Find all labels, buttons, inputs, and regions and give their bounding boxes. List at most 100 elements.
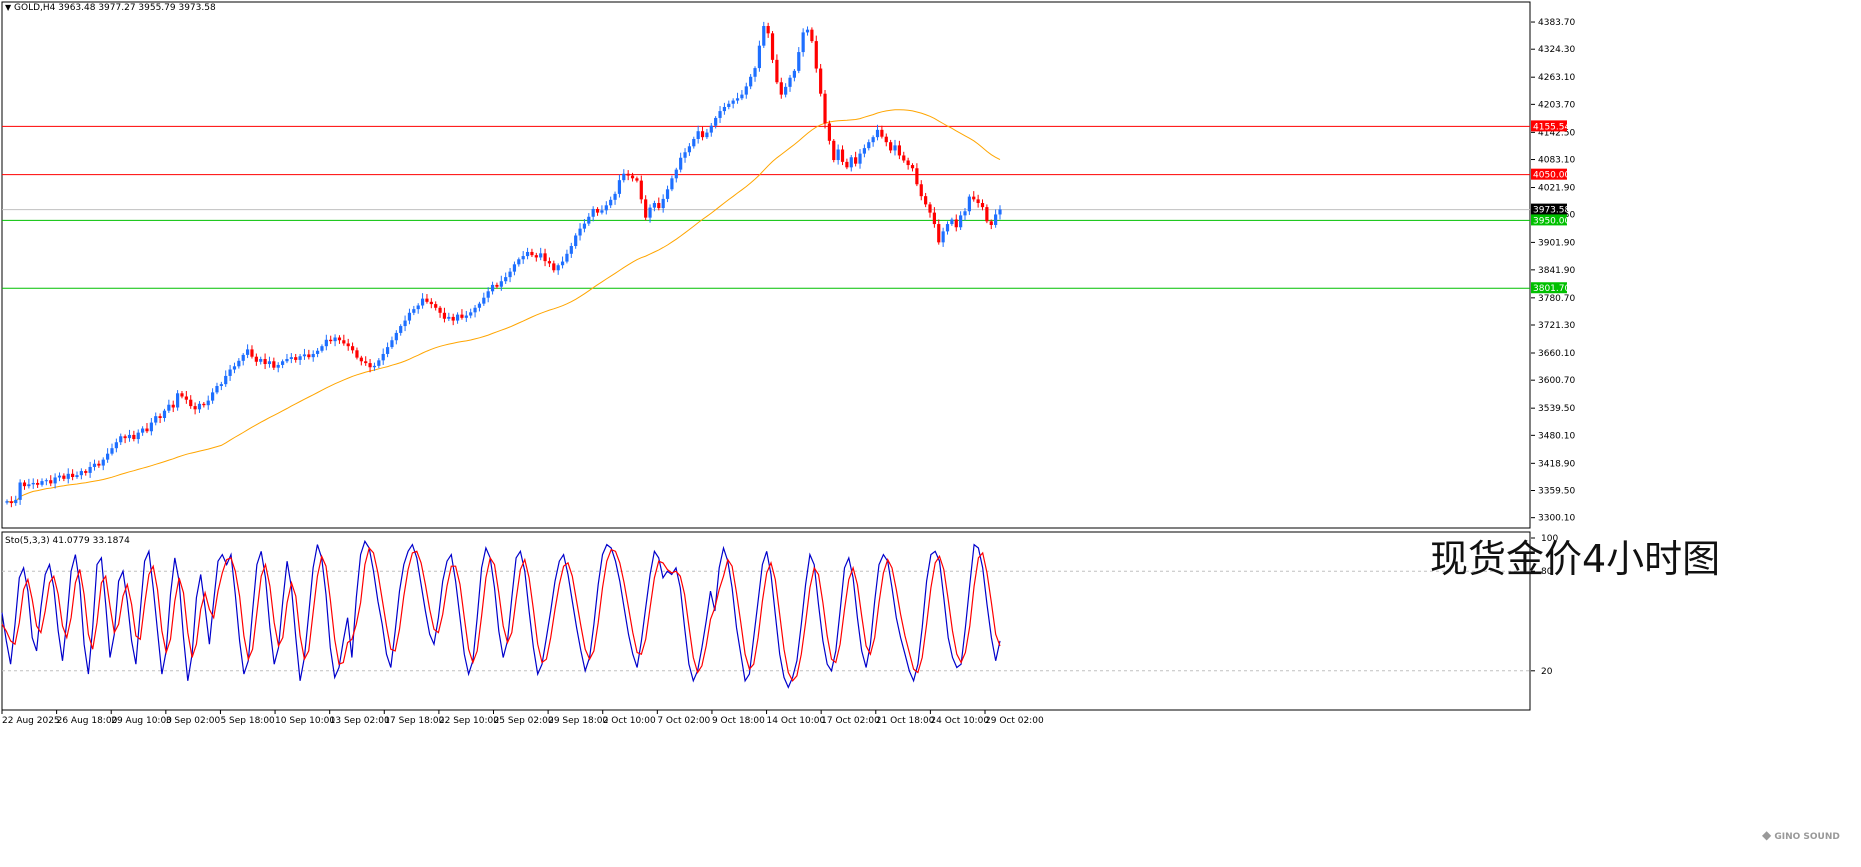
y-tick-label: 3418.90 [1538, 459, 1575, 469]
level-price-tag [1531, 120, 1567, 132]
candle-body [617, 180, 622, 194]
candle-body [508, 271, 512, 278]
candle-body [486, 291, 490, 298]
candle-body [394, 332, 398, 341]
y-tick-label: 3480.10 [1538, 431, 1575, 441]
candle-body [757, 45, 762, 69]
candle-body [420, 298, 425, 306]
level-price-label: 4155.54 [1533, 122, 1570, 132]
candle-body [906, 160, 910, 166]
moving-average-line [6, 109, 1001, 503]
symbol-ohlc-readout: GOLD,H4 3963.48 3977.27 3955.79 3973.58 [14, 3, 216, 13]
candle-body [582, 223, 587, 229]
candle-body [889, 142, 893, 151]
candle-body [455, 314, 460, 321]
candle-body [512, 264, 517, 272]
candle-body [429, 301, 433, 305]
candle-body [980, 203, 985, 208]
candle-body [521, 256, 525, 260]
stoch-series-signal [1, 546, 1001, 682]
candle-body [49, 480, 53, 484]
candle-body [337, 337, 342, 341]
candle-body [66, 473, 70, 479]
candle-body [14, 499, 18, 504]
candle-body [324, 339, 328, 347]
candle-body [473, 307, 477, 313]
candle-body [425, 298, 429, 302]
candle-body [44, 480, 48, 482]
y-tick-label: 3901.90 [1538, 238, 1575, 248]
candle-body [517, 259, 521, 265]
x-tick-label: 29 Aug 10:00 [111, 716, 172, 726]
candle-body [635, 178, 639, 181]
x-tick-label: 29 Oct 02:00 [985, 716, 1044, 726]
candle-body [477, 303, 482, 308]
candle-body [320, 346, 324, 351]
stoch-y-tick-label: 20 [1541, 667, 1553, 677]
candle-body [705, 132, 709, 138]
candle-body [276, 364, 280, 368]
x-tick-label: 5 Sep 18:00 [220, 716, 275, 726]
candle-body [368, 363, 372, 368]
candle-body [976, 199, 980, 204]
candle-body [106, 453, 110, 460]
y-tick-label: 4263.10 [1538, 73, 1575, 83]
candle-body [722, 106, 727, 112]
candle-body [145, 428, 149, 432]
candle-body [849, 157, 853, 168]
x-tick-label: 9 Oct 18:00 [712, 716, 765, 726]
candle-body [670, 178, 674, 190]
candle-body [27, 484, 31, 487]
candle-body [884, 136, 888, 143]
candle-body [569, 246, 573, 254]
candle-body [504, 277, 508, 282]
candle-body [180, 393, 184, 397]
candle-body [797, 52, 801, 71]
candle-body [442, 312, 447, 319]
candle-body [565, 253, 569, 262]
candle-body [959, 215, 963, 228]
candle-body [639, 180, 643, 200]
y-tick-label: 3300.10 [1538, 514, 1575, 524]
candle-body [280, 361, 285, 365]
collapse-triangle-icon[interactable]: ▼ [5, 3, 12, 12]
y-tick-label: 3721.30 [1538, 321, 1575, 331]
candle-body [718, 111, 722, 118]
y-tick-label: 3359.50 [1538, 486, 1575, 496]
stoch-y-tick-label: 100 [1541, 534, 1558, 544]
candle-body [552, 263, 556, 271]
candle-body [311, 353, 315, 358]
candle-body [858, 153, 862, 164]
candle-body [241, 354, 245, 361]
candle-body [665, 189, 670, 199]
candle-body [482, 297, 486, 304]
candle-body [315, 350, 320, 354]
candle-body [210, 392, 215, 401]
x-tick-label: 22 Sep 10:00 [439, 716, 499, 726]
candle-body [525, 251, 530, 257]
candle-body [254, 356, 258, 362]
candle-body [438, 307, 442, 313]
candle-body [377, 360, 381, 366]
candle-body [307, 354, 311, 358]
x-tick-label: 22 Aug 2025 [2, 716, 60, 726]
candle-body [232, 366, 237, 370]
candle-body [622, 173, 626, 181]
watermark-logo-icon: ◆ [1762, 828, 1772, 842]
candle-body [692, 138, 696, 147]
candle-body [499, 281, 503, 287]
x-tick-label: 17 Sep 18:00 [384, 716, 444, 726]
x-tick-label: 29 Sep 18:00 [548, 716, 608, 726]
candle-body [202, 403, 206, 406]
candle-body [289, 357, 293, 359]
candle-body [189, 399, 193, 407]
y-tick-label: 3539.50 [1538, 404, 1575, 414]
candle-body [123, 436, 127, 439]
candle-body [364, 361, 368, 364]
candle-body [700, 131, 705, 138]
candle-body [880, 129, 884, 137]
candle-body [71, 473, 75, 478]
candle-body [674, 169, 678, 179]
y-tick-label: 3841.90 [1538, 266, 1575, 276]
candle-body [897, 145, 901, 156]
